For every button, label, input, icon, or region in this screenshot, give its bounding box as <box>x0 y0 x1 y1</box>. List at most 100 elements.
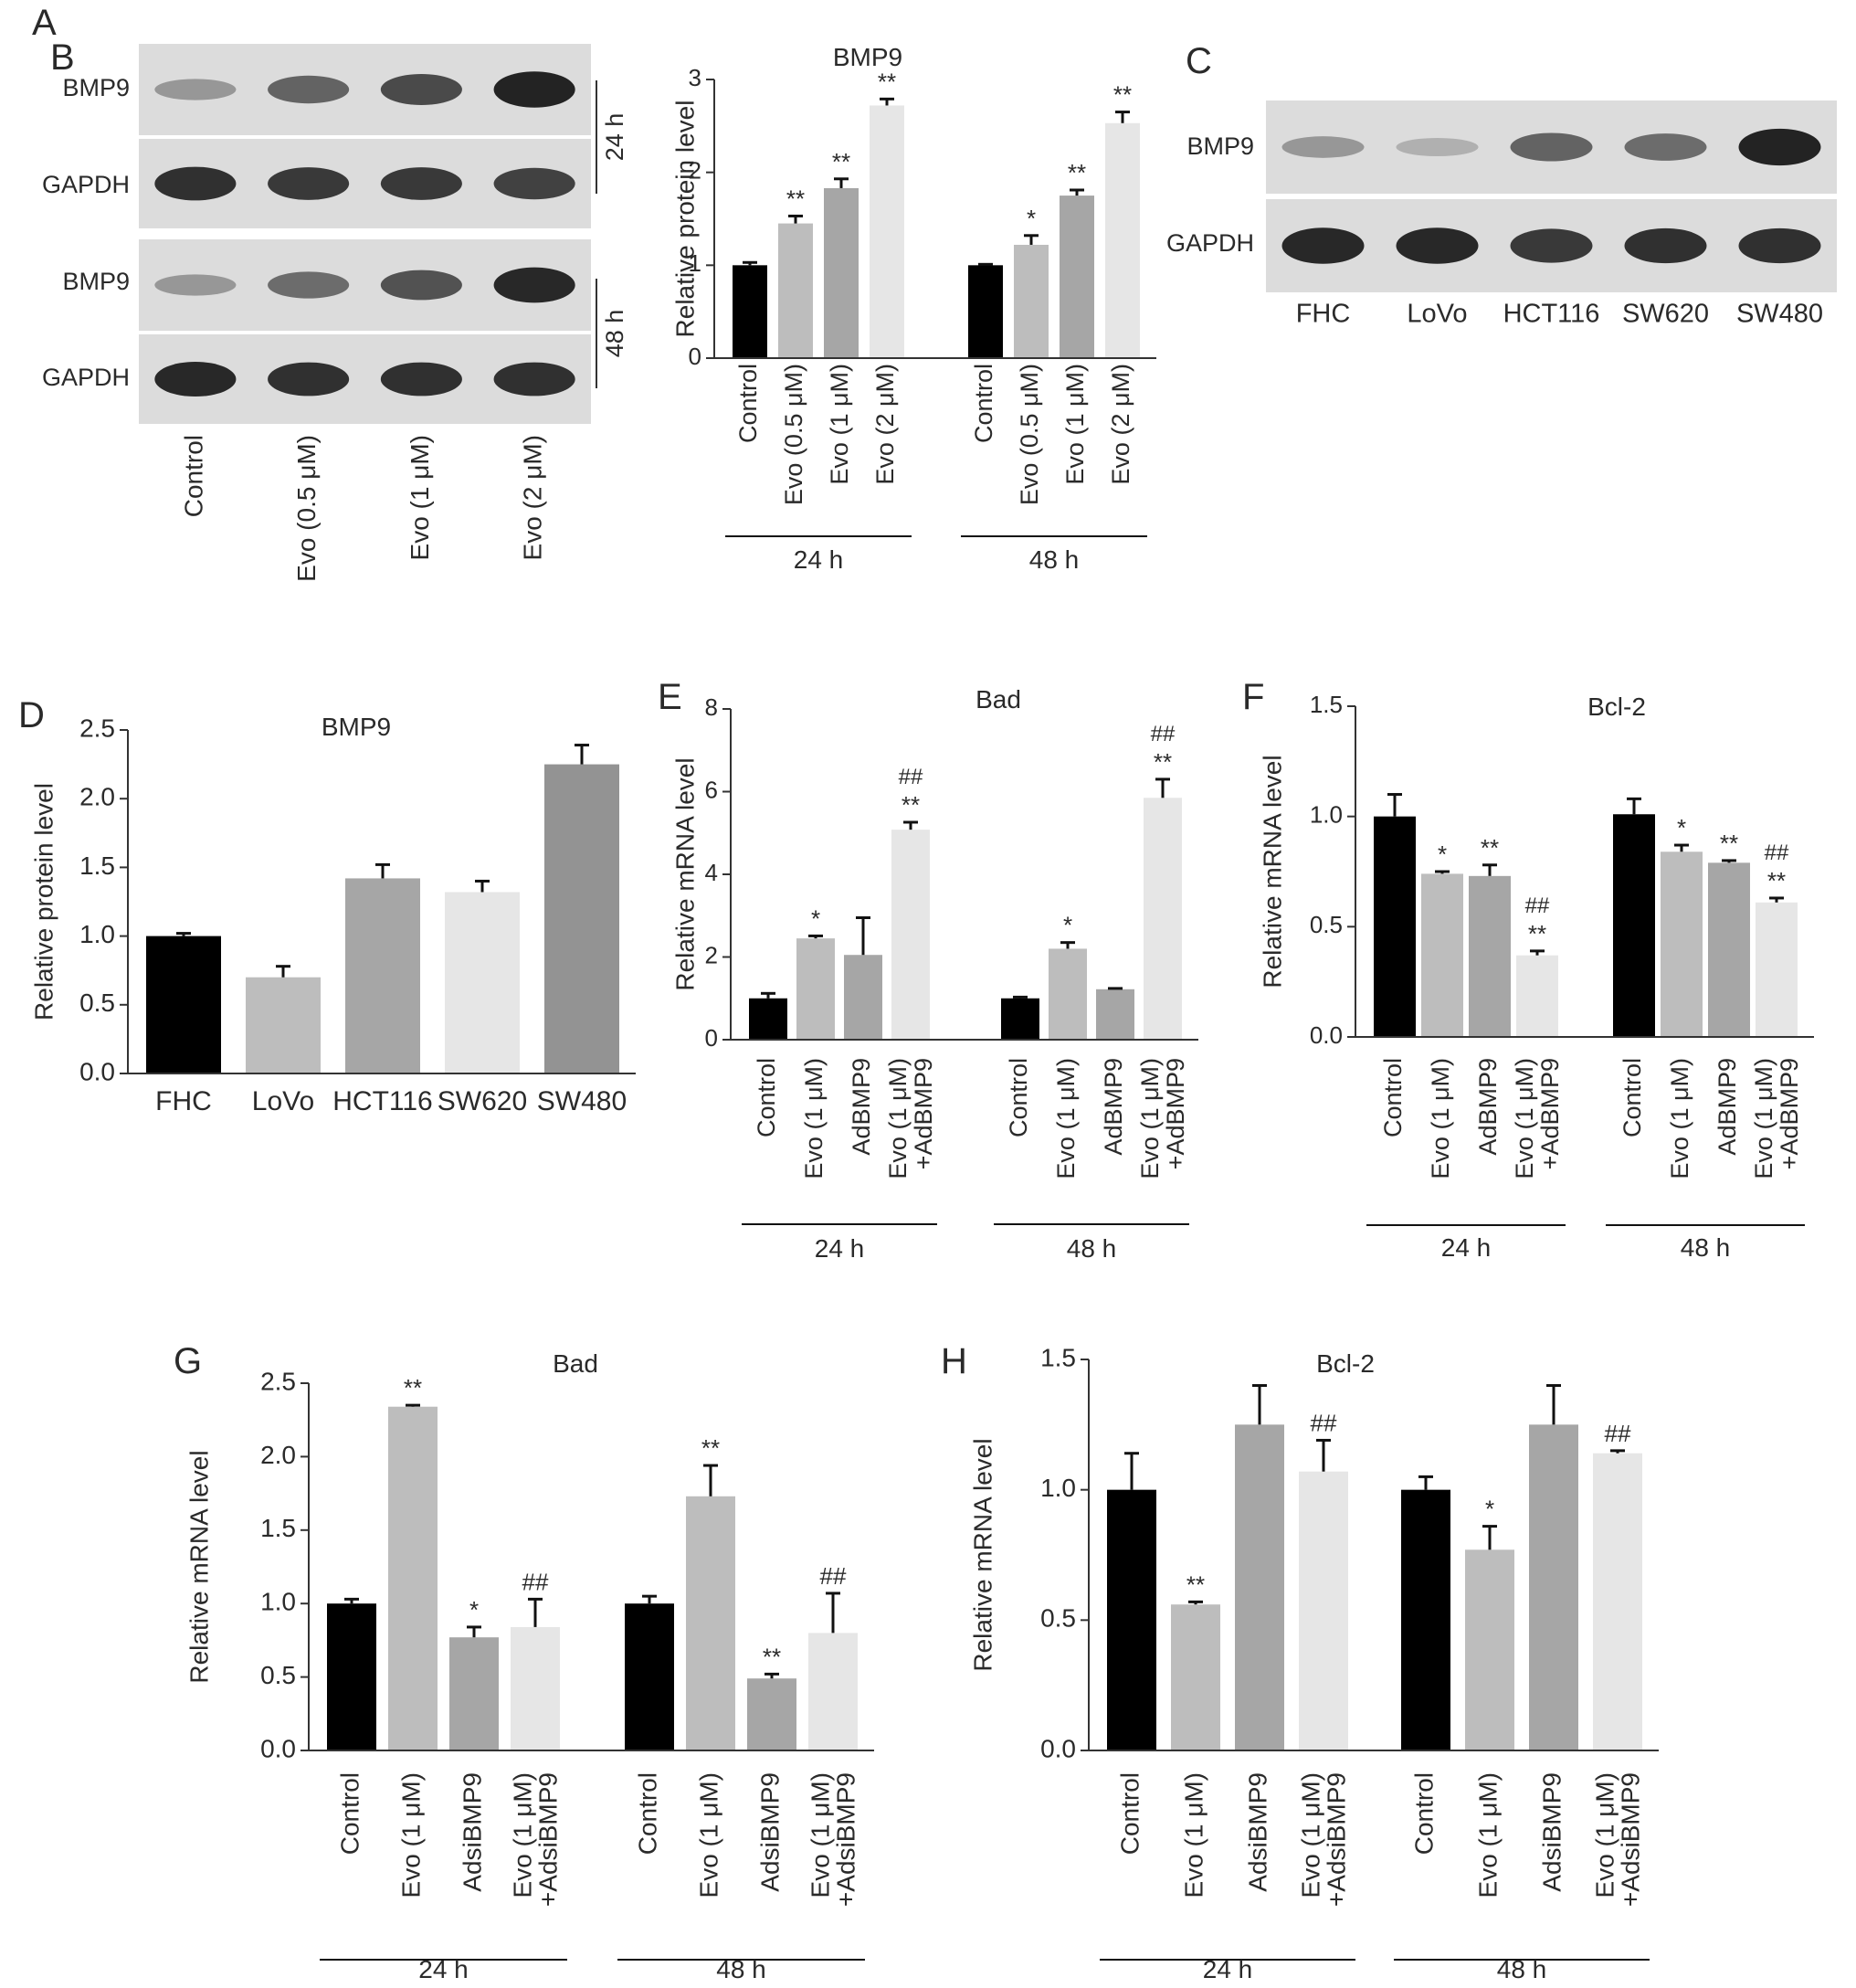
bar <box>1529 1424 1578 1750</box>
blot-band <box>493 167 575 200</box>
significance-label: * <box>1677 814 1686 841</box>
bar <box>1107 1489 1156 1750</box>
significance-label: ** <box>1767 867 1786 894</box>
blot-band <box>154 166 237 201</box>
y-tick-label: 2 <box>689 157 701 185</box>
blot-band <box>268 75 350 104</box>
panel-letter: G <box>174 1341 202 1381</box>
chart-panel-F: F Bcl-2 0.0 0.5 1.0 1.5 Relative mRNA level Con… <box>1242 677 1814 1262</box>
bar <box>1144 798 1182 1040</box>
y-tick-label: 2.5 <box>260 1367 296 1395</box>
y-axis-label: Relative mRNA level <box>670 757 699 990</box>
bar <box>511 1626 560 1750</box>
bar <box>544 764 619 1073</box>
y-axis-label: Relative mRNA level <box>968 1438 997 1671</box>
bar <box>449 1637 499 1750</box>
blot-gapdh-cells <box>1266 199 1837 292</box>
bar <box>968 265 1003 358</box>
category-label: Evo (1 μM) <box>1750 1058 1777 1179</box>
blot-band <box>154 361 237 397</box>
bar <box>327 1603 376 1750</box>
significance-label: * <box>469 1596 479 1623</box>
panel-letter: E <box>658 677 682 717</box>
y-axis-label: Relative protein level <box>29 783 58 1020</box>
significance-label: * <box>1485 1496 1494 1523</box>
category-label: Control <box>970 364 997 443</box>
y-tick-label: 0.0 <box>79 1057 115 1085</box>
chart-title: BMP9 <box>322 713 391 741</box>
category-label: Evo (1 μM) <box>826 364 853 485</box>
category-label: Evo (1 μM) <box>1666 1058 1693 1179</box>
blot-band <box>1510 132 1593 162</box>
y-tick-label: 0.5 <box>1310 911 1343 938</box>
significance-label: ## <box>1525 894 1550 918</box>
category-label: Evo (1 μM) <box>1473 1772 1502 1898</box>
category-label: AdBMP9 <box>848 1058 875 1156</box>
significance-label: ## <box>1605 1420 1631 1447</box>
category-label: Evo (1 μM) <box>508 1772 536 1898</box>
significance-label: ** <box>1154 748 1172 776</box>
category-label: Evo (1 μM) <box>800 1058 828 1179</box>
y-axis-label: Relative mRNA level <box>1258 755 1286 988</box>
bar <box>686 1496 735 1750</box>
blot-band <box>268 362 350 397</box>
category-label: Evo (1 μM) <box>1136 1058 1164 1179</box>
significance-label: ** <box>1528 920 1546 947</box>
blot-gapdh-48h <box>139 334 591 424</box>
time-label: 48 h <box>601 310 628 358</box>
significance-label: ** <box>404 1374 422 1401</box>
bar <box>1105 122 1140 359</box>
blot-band <box>154 274 237 296</box>
row-label: GAPDH <box>1166 229 1254 257</box>
category-label: Evo (2 μM) <box>871 364 899 485</box>
category-label: AdsiBMP9 <box>755 1772 784 1892</box>
bar <box>733 265 767 358</box>
y-tick-label: 2 <box>705 941 718 968</box>
group-label: 24 h <box>1203 1955 1253 1983</box>
category-label: Control <box>753 1058 780 1137</box>
group-label: 24 h <box>1441 1233 1492 1262</box>
bar <box>1661 851 1703 1037</box>
chart-title: Bad <box>553 1349 598 1378</box>
blot-band <box>1281 227 1365 264</box>
bar <box>747 1678 796 1750</box>
chart-title: Bad <box>975 685 1021 714</box>
y-tick-label: 0.0 <box>1310 1021 1343 1049</box>
bar <box>1401 1489 1450 1750</box>
blot-gapdh-24h <box>139 139 591 228</box>
category-label: Evo (1 μM) <box>1590 1772 1619 1898</box>
blot-band <box>380 74 462 105</box>
bar <box>1421 873 1463 1037</box>
panel-letter: D <box>18 695 45 735</box>
blot-layer: A BMP9 GAPDH BMP9 GAPDH 24 h 48 h Control Evo (0… <box>32 3 1837 582</box>
blot-band <box>1281 136 1365 158</box>
lane-label: LoVo <box>1407 300 1467 329</box>
bar <box>1171 1604 1220 1750</box>
row-label: GAPDH <box>42 364 130 391</box>
category-label: +AdBMP9 <box>1536 1058 1564 1169</box>
category-label: Evo (1 μM) <box>1061 364 1089 485</box>
blot-band <box>1738 128 1821 166</box>
bar <box>1756 902 1798 1037</box>
y-tick-label: 0.5 <box>260 1661 296 1689</box>
significance-label: * <box>811 904 820 932</box>
significance-label: ** <box>902 791 920 819</box>
category-label: Control <box>1619 1058 1646 1137</box>
significance-label: ## <box>522 1568 549 1595</box>
chart-panel-E: E Bad 0 2 4 6 8 Relative mRNA level Control * Evo … <box>658 677 1198 1263</box>
group-label: 48 h <box>716 1955 766 1983</box>
category-label: HCT116 <box>332 1086 432 1116</box>
row-label: BMP9 <box>62 268 130 295</box>
chart-title: BMP9 <box>833 43 902 71</box>
category-label: Evo (0.5 μM) <box>1016 364 1043 505</box>
panel-letter: H <box>941 1341 967 1381</box>
y-tick-label: 1.5 <box>1040 1343 1076 1371</box>
panel-A-blot: A BMP9 GAPDH BMP9 GAPDH 24 h 48 h Control Evo (0… <box>32 3 628 582</box>
bar <box>1299 1471 1348 1750</box>
y-tick-label: 3 <box>689 64 701 91</box>
bar <box>1469 875 1511 1037</box>
panel-C-blot: C BMP9 GAPDH FHC LoVo HCT116 SW620 SW480 <box>1166 41 1837 329</box>
significance-label: ** <box>763 1643 781 1670</box>
